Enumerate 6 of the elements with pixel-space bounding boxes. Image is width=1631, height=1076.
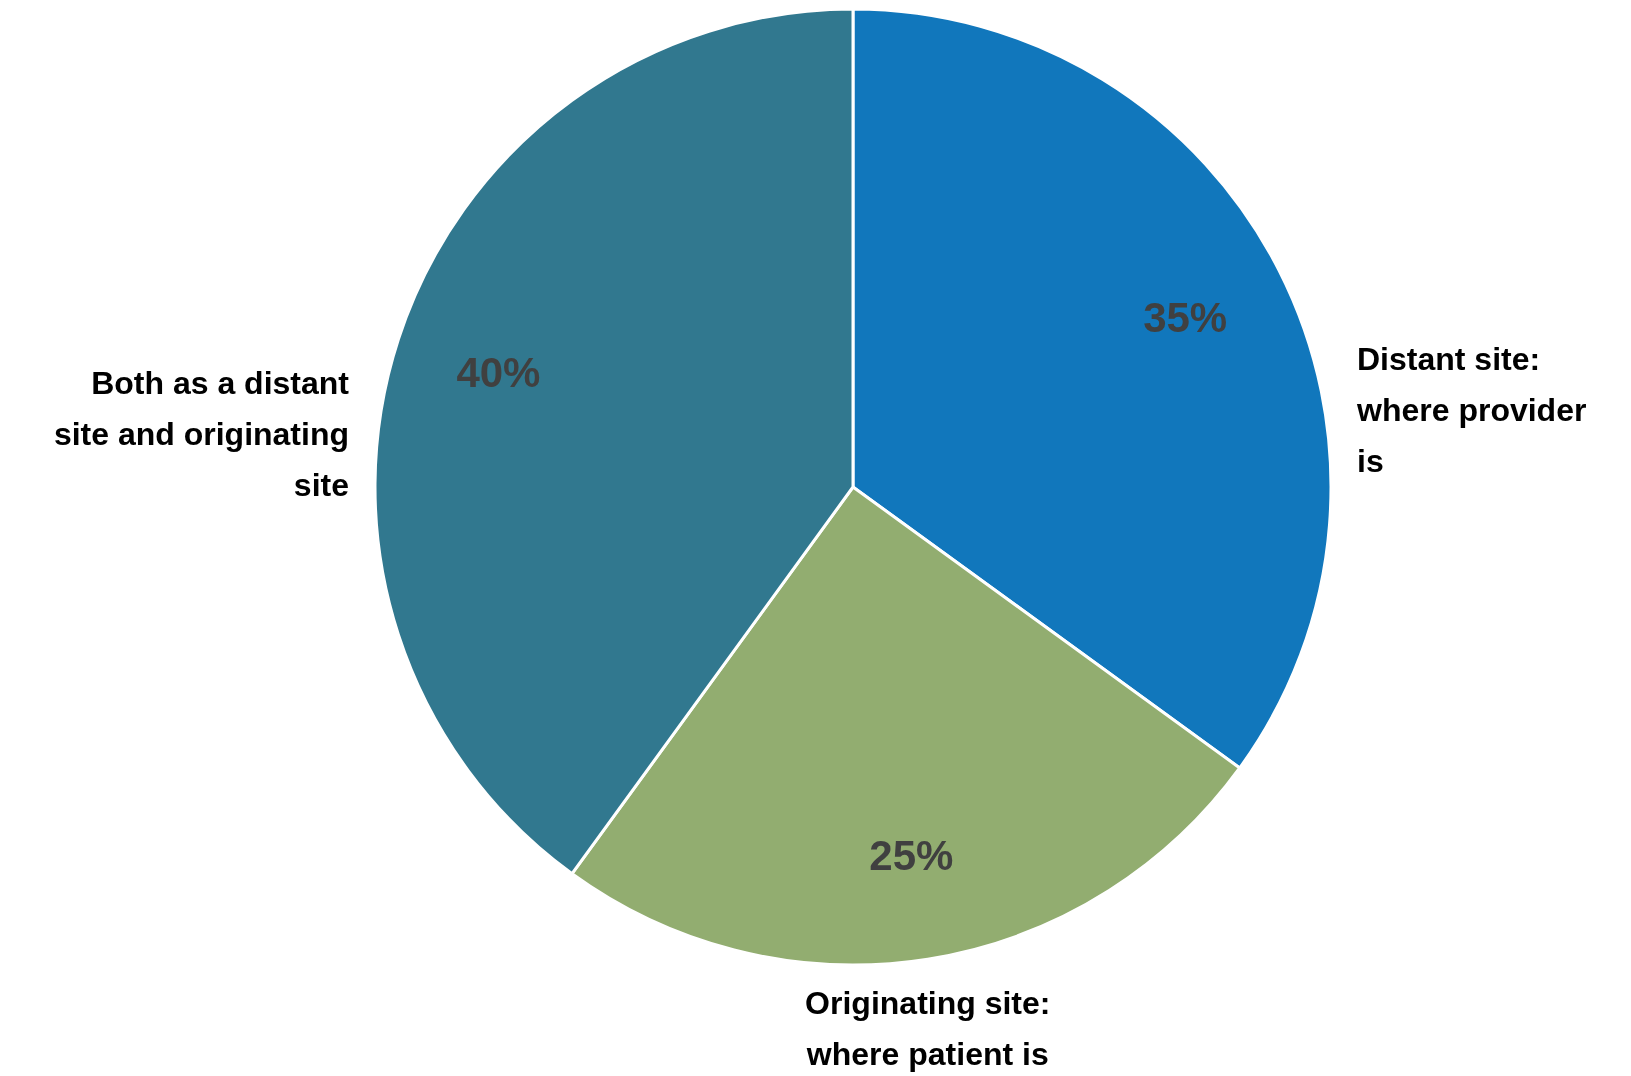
data-label: 40% bbox=[456, 348, 541, 396]
slice-label: Originating site: where patient is bbox=[805, 985, 1051, 1073]
slice-label: Both as a distant site and originating site bbox=[53, 365, 350, 504]
data-label: 25% bbox=[869, 831, 954, 879]
data-label: 35% bbox=[1143, 294, 1228, 342]
slice-label: Distant site: where provider is bbox=[1356, 341, 1587, 480]
